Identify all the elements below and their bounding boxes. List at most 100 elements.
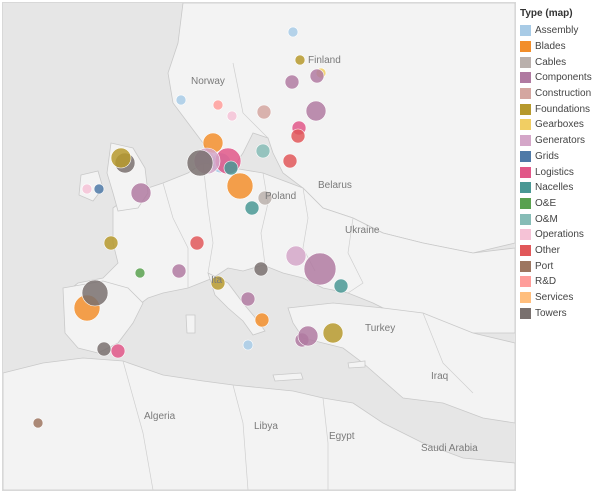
map-marker[interactable] xyxy=(257,190,273,206)
map-marker[interactable] xyxy=(322,322,344,344)
legend-swatch xyxy=(520,150,531,162)
country-label-libya: Libya xyxy=(254,421,278,432)
country-label-saudi-arabia: Saudi Arabia xyxy=(421,443,478,454)
map-marker[interactable] xyxy=(81,183,93,195)
legend-item[interactable]: Nacelles xyxy=(520,180,604,196)
map-marker[interactable] xyxy=(305,100,327,122)
legend-items: Assembly Blades Cables Components Constructi… xyxy=(520,23,604,321)
markers-layer xyxy=(32,26,349,429)
country-label-belarus: Belarus xyxy=(318,180,352,191)
country-label-finland: Finland xyxy=(308,55,341,66)
legend-item[interactable]: Components xyxy=(520,70,604,86)
map-marker[interactable] xyxy=(32,417,44,429)
map-marker[interactable] xyxy=(255,143,271,159)
legend-item[interactable]: Operations xyxy=(520,227,604,243)
country-label-egypt: Egypt xyxy=(329,431,355,442)
legend-swatch xyxy=(520,182,531,194)
map-marker[interactable] xyxy=(290,128,306,144)
legend-label: Generators xyxy=(535,135,586,147)
map-marker[interactable] xyxy=(81,279,109,307)
legend-item[interactable]: Foundations xyxy=(520,101,604,117)
land-crete xyxy=(272,372,304,382)
legend-item[interactable]: Port xyxy=(520,258,604,274)
legend-item[interactable]: Towers xyxy=(520,305,604,321)
map-marker[interactable] xyxy=(244,200,260,216)
legend-item[interactable]: Construction xyxy=(520,86,604,102)
legend-label: Components xyxy=(535,72,592,84)
map-marker[interactable] xyxy=(226,172,254,200)
map-marker[interactable] xyxy=(254,312,270,328)
map-canvas[interactable] xyxy=(3,3,515,490)
legend-swatch xyxy=(520,260,531,272)
map-marker[interactable] xyxy=(103,235,119,251)
country-label-algeria: Algeria xyxy=(144,411,176,422)
map-marker[interactable] xyxy=(294,54,306,66)
legend-swatch xyxy=(520,276,531,288)
map-marker[interactable] xyxy=(242,339,254,351)
legend-item[interactable]: Other xyxy=(520,243,604,259)
map-marker[interactable] xyxy=(284,74,300,90)
map-marker[interactable] xyxy=(171,263,187,279)
legend-label: Logistics xyxy=(535,166,574,178)
legend-label: Operations xyxy=(535,229,584,241)
legend-item[interactable]: Generators xyxy=(520,133,604,149)
legend-item[interactable]: Cables xyxy=(520,54,604,70)
legend-label: Cables xyxy=(535,56,567,68)
legend-label: R&D xyxy=(535,276,557,288)
legend: Type (map) Assembly Blades Cables Component… xyxy=(520,8,604,321)
legend-label: Gearboxes xyxy=(535,119,584,131)
legend-label: Towers xyxy=(535,307,567,319)
map-panel[interactable]: Finland Norway Poland Belarus Ukraine It… xyxy=(2,2,516,491)
map-marker[interactable] xyxy=(226,110,238,122)
map-marker[interactable] xyxy=(285,245,307,267)
country-label-ukraine: Ukraine xyxy=(345,225,380,236)
map-marker[interactable] xyxy=(175,94,187,106)
map-marker[interactable] xyxy=(256,104,272,120)
legend-item[interactable]: O&M xyxy=(520,211,604,227)
legend-item[interactable]: Services xyxy=(520,290,604,306)
map-marker[interactable] xyxy=(309,68,325,84)
map-marker[interactable] xyxy=(186,149,214,177)
legend-item[interactable]: R&D xyxy=(520,274,604,290)
legend-swatch xyxy=(520,197,531,209)
country-label-poland: Poland xyxy=(265,191,297,202)
legend-item[interactable]: Grids xyxy=(520,149,604,165)
land-sardinia xyxy=(185,314,196,334)
map-marker[interactable] xyxy=(212,99,224,111)
legend-item[interactable]: Blades xyxy=(520,39,604,55)
legend-label: Assembly xyxy=(535,25,579,37)
map-marker[interactable] xyxy=(333,278,349,294)
legend-title: Type (map) xyxy=(520,8,573,19)
map-marker[interactable] xyxy=(210,275,226,291)
map-marker[interactable] xyxy=(240,291,256,307)
map-marker[interactable] xyxy=(110,147,132,169)
map-marker[interactable] xyxy=(223,160,239,176)
map-marker[interactable] xyxy=(297,325,319,347)
map-marker[interactable] xyxy=(96,341,112,357)
legend-label: Construction xyxy=(535,88,592,100)
map-marker[interactable] xyxy=(110,343,126,359)
legend-label: Port xyxy=(535,260,554,272)
legend-swatch xyxy=(520,135,531,147)
legend-label: Other xyxy=(535,244,561,256)
legend-label: Services xyxy=(535,292,574,304)
legend-label: Blades xyxy=(535,41,566,53)
legend-item[interactable]: Gearboxes xyxy=(520,117,604,133)
map-marker[interactable] xyxy=(253,261,269,277)
map-marker[interactable] xyxy=(93,183,105,195)
map-marker[interactable] xyxy=(287,26,299,38)
map-marker[interactable] xyxy=(303,252,337,286)
legend-label: Nacelles xyxy=(535,182,574,194)
map-marker[interactable] xyxy=(282,153,298,169)
legend-swatch xyxy=(520,292,531,304)
map-marker[interactable] xyxy=(134,267,146,279)
legend-swatch xyxy=(520,25,531,37)
legend-label: Foundations xyxy=(535,103,591,115)
country-borders xyxy=(122,62,474,490)
legend-item[interactable]: Logistics xyxy=(520,164,604,180)
map-marker[interactable] xyxy=(130,182,152,204)
legend-swatch xyxy=(520,213,531,225)
map-marker[interactable] xyxy=(189,235,205,251)
legend-item[interactable]: O&E xyxy=(520,196,604,212)
legend-item[interactable]: Assembly xyxy=(520,23,604,39)
